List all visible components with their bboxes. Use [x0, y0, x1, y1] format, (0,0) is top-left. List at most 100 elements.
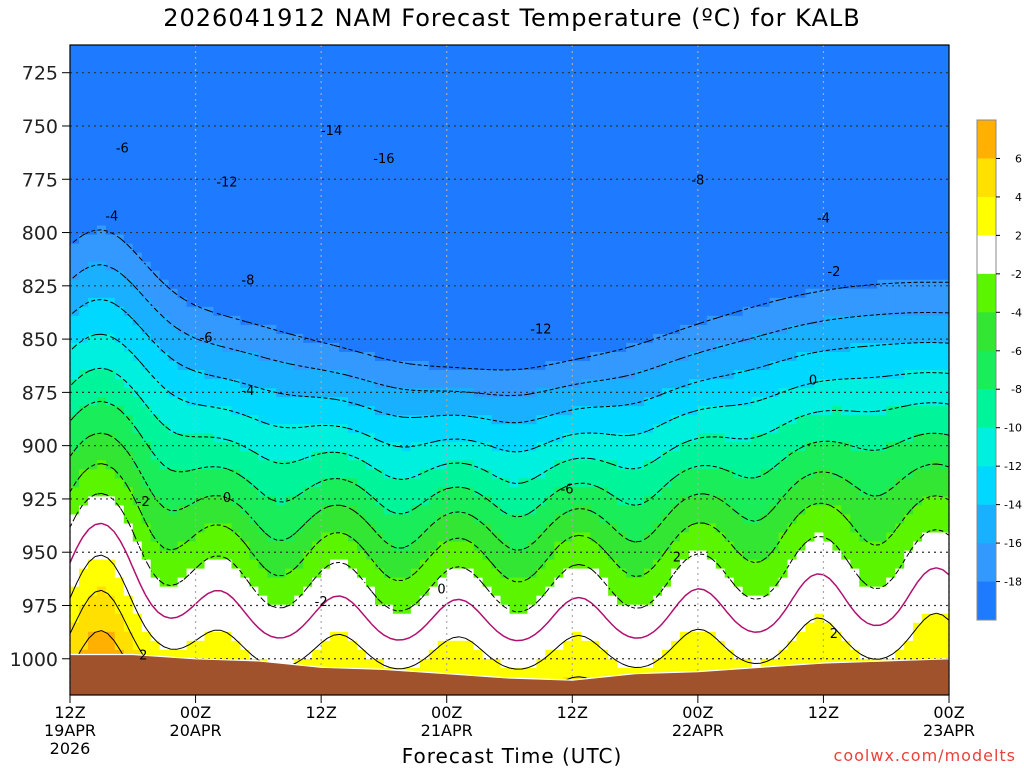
field-cell	[599, 351, 609, 362]
field-cell	[500, 162, 511, 172]
field-cell	[437, 379, 448, 389]
field-cell	[670, 315, 681, 326]
field-cell	[285, 153, 295, 163]
field-cell	[554, 72, 564, 82]
field-cell	[87, 577, 98, 588]
field-cell	[96, 180, 107, 191]
field-cell	[518, 189, 529, 200]
field-cell	[464, 261, 475, 272]
field-cell	[437, 297, 448, 308]
field-cell	[276, 126, 286, 136]
field-cell	[437, 45, 448, 55]
field-cell	[231, 216, 242, 227]
field-cell	[464, 388, 475, 398]
field-cell	[321, 388, 331, 398]
field-cell	[78, 550, 89, 561]
field-cell	[231, 126, 242, 136]
field-cell	[392, 342, 403, 353]
field-cell	[545, 523, 555, 534]
field-cell	[258, 505, 268, 516]
field-cell	[536, 442, 546, 452]
field-cell	[258, 487, 268, 497]
field-cell	[383, 171, 394, 182]
field-cell	[123, 171, 134, 182]
field-cell	[195, 577, 206, 588]
field-cell	[554, 415, 564, 425]
field-cell	[590, 306, 600, 317]
field-cell	[500, 234, 511, 245]
field-cell	[661, 559, 672, 570]
field-cell	[563, 514, 573, 525]
field-cell	[563, 225, 573, 236]
field-cell	[518, 523, 529, 534]
field-cell	[626, 406, 636, 416]
field-cell	[509, 261, 520, 272]
field-cell	[383, 586, 394, 597]
field-cell	[240, 640, 250, 651]
field-cell	[617, 478, 627, 488]
field-cell	[608, 261, 618, 272]
field-cell	[195, 415, 206, 425]
field-cell	[661, 180, 672, 191]
field-cell	[186, 460, 197, 470]
field-cell	[294, 649, 304, 660]
field-cell	[401, 640, 412, 651]
field-cell	[581, 505, 591, 516]
field-cell	[661, 541, 672, 552]
field-cell	[374, 153, 385, 163]
field-cell	[150, 279, 161, 290]
field-cell	[536, 622, 546, 633]
field-cell	[132, 433, 143, 443]
field-cell	[114, 216, 125, 227]
field-cell	[222, 315, 233, 326]
field-cell	[114, 288, 125, 299]
field-cell	[518, 622, 529, 633]
field-cell	[249, 117, 259, 127]
field-cell	[78, 180, 89, 191]
field-cell	[321, 577, 331, 588]
field-cell	[599, 568, 609, 579]
field-cell	[141, 604, 152, 615]
field-cell	[545, 252, 555, 263]
field-cell	[330, 577, 340, 588]
field-cell	[635, 496, 645, 507]
field-cell	[321, 288, 331, 299]
field-cell	[518, 315, 529, 326]
field-cell	[545, 433, 555, 443]
field-cell	[222, 496, 233, 507]
field-cell	[357, 496, 367, 507]
field-cell	[204, 252, 215, 263]
field-cell	[500, 270, 511, 281]
field-cell	[401, 586, 412, 597]
field-cell	[401, 171, 412, 182]
field-cell	[635, 216, 645, 227]
field-cell	[661, 216, 672, 227]
field-cell	[653, 81, 663, 91]
field-cell	[563, 604, 573, 615]
field-cell	[70, 370, 80, 380]
field-cell	[105, 568, 116, 579]
field-cell	[509, 342, 520, 353]
field-cell	[348, 261, 358, 272]
field-cell	[357, 487, 367, 497]
field-cell	[258, 370, 268, 380]
field-cell	[428, 370, 439, 380]
field-cell	[231, 640, 242, 651]
field-cell	[249, 72, 259, 82]
field-cell	[294, 135, 304, 145]
field-cell	[374, 424, 385, 434]
field-cell	[213, 351, 224, 362]
field-cell	[96, 478, 107, 488]
field-cell	[177, 388, 188, 398]
field-cell	[339, 126, 349, 136]
field-cell	[644, 135, 654, 145]
field-cell	[339, 189, 349, 200]
field-cell	[177, 81, 188, 91]
field-cell	[635, 180, 645, 191]
field-cell	[419, 397, 430, 407]
field-cell	[105, 433, 116, 443]
field-cell	[392, 180, 403, 191]
field-cell	[330, 649, 340, 660]
field-cell	[105, 108, 116, 118]
field-cell	[78, 351, 89, 362]
